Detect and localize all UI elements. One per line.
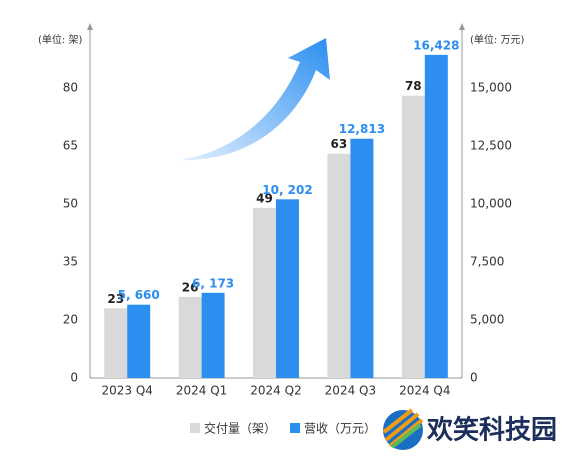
y2-tick-label: 15,000 — [470, 81, 512, 95]
watermark — [382, 408, 424, 450]
value-label: 12,813 — [339, 122, 385, 136]
value-label: 23 — [107, 292, 124, 306]
watermark-text: 欢笑科技园 — [426, 415, 557, 446]
legend-swatch — [190, 423, 200, 433]
y2-axis-arrow — [459, 23, 465, 30]
bar — [401, 95, 425, 378]
y2-axis-title: (单位: 万元) — [470, 33, 524, 46]
y2-tick-label: 7,500 — [470, 255, 504, 269]
value-label: 78 — [405, 79, 422, 93]
bar — [327, 153, 351, 378]
y2-tick-label: 5,000 — [470, 313, 504, 327]
value-label: 26 — [182, 280, 199, 294]
bar — [104, 308, 128, 378]
legend-label: 营收（万元） — [304, 422, 376, 436]
y-tick-label: 35 — [63, 255, 78, 269]
legend-label: 交付量（架） — [204, 421, 276, 436]
bar — [201, 292, 225, 378]
x-tick-label: 2024 Q1 — [176, 384, 227, 398]
y-axis-arrow — [87, 23, 93, 30]
legend-swatch — [290, 423, 300, 433]
y-tick-label: 65 — [63, 139, 78, 153]
x-tick-label: 2024 Q3 — [325, 384, 376, 398]
value-label: 10, 202 — [262, 183, 312, 197]
bar — [424, 54, 448, 379]
x-tick-label: 2024 Q2 — [250, 384, 301, 398]
y-tick-label: 0 — [70, 371, 78, 385]
y2-tick-label: 10,000 — [470, 197, 512, 211]
bar — [127, 304, 151, 378]
bar — [350, 138, 374, 378]
x-tick-label: 2024 Q4 — [399, 384, 450, 398]
bar — [276, 199, 299, 378]
value-label: 49 — [256, 191, 273, 205]
y-tick-label: 50 — [63, 197, 78, 211]
value-label: 63 — [331, 137, 348, 151]
value-label: 16,428 — [413, 38, 459, 52]
y2-tick-label: 0 — [470, 371, 478, 385]
x-tick-label: 2023 Q4 — [101, 384, 152, 398]
y2-tick-label: 12,500 — [470, 139, 512, 153]
y-axis-title: (单位: 架) — [38, 33, 82, 46]
y-tick-label: 20 — [63, 313, 78, 327]
value-label: 5, 660 — [118, 288, 160, 302]
bar — [253, 207, 276, 378]
y-tick-label: 80 — [63, 81, 78, 95]
bar — [178, 296, 202, 378]
value-label: 6, 173 — [192, 276, 234, 290]
trend-arrow — [180, 38, 330, 161]
